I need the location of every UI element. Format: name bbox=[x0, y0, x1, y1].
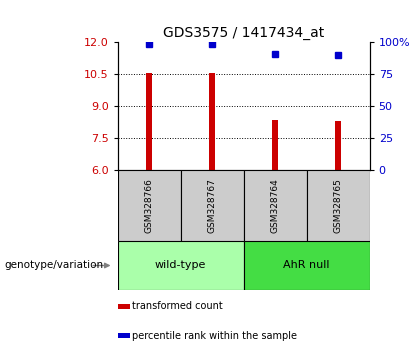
Text: GSM328764: GSM328764 bbox=[270, 178, 280, 233]
Text: wild-type: wild-type bbox=[155, 261, 206, 270]
Bar bbox=[244, 241, 370, 290]
Bar bbox=[181, 170, 244, 241]
Text: genotype/variation: genotype/variation bbox=[4, 261, 103, 270]
Text: GSM328766: GSM328766 bbox=[144, 178, 154, 233]
Bar bbox=[118, 304, 130, 309]
Text: transformed count: transformed count bbox=[132, 301, 223, 311]
Bar bbox=[118, 241, 244, 290]
Text: GSM328765: GSM328765 bbox=[333, 178, 343, 233]
Title: GDS3575 / 1417434_at: GDS3575 / 1417434_at bbox=[163, 26, 324, 40]
Bar bbox=[118, 333, 130, 338]
Bar bbox=[209, 73, 215, 170]
Bar bbox=[307, 170, 370, 241]
Bar bbox=[118, 170, 181, 241]
Bar bbox=[272, 120, 278, 170]
Bar bbox=[244, 170, 307, 241]
Text: GSM328767: GSM328767 bbox=[207, 178, 217, 233]
Bar bbox=[335, 121, 341, 170]
Text: AhR null: AhR null bbox=[284, 261, 330, 270]
Bar bbox=[146, 73, 152, 170]
Text: percentile rank within the sample: percentile rank within the sample bbox=[132, 331, 297, 341]
